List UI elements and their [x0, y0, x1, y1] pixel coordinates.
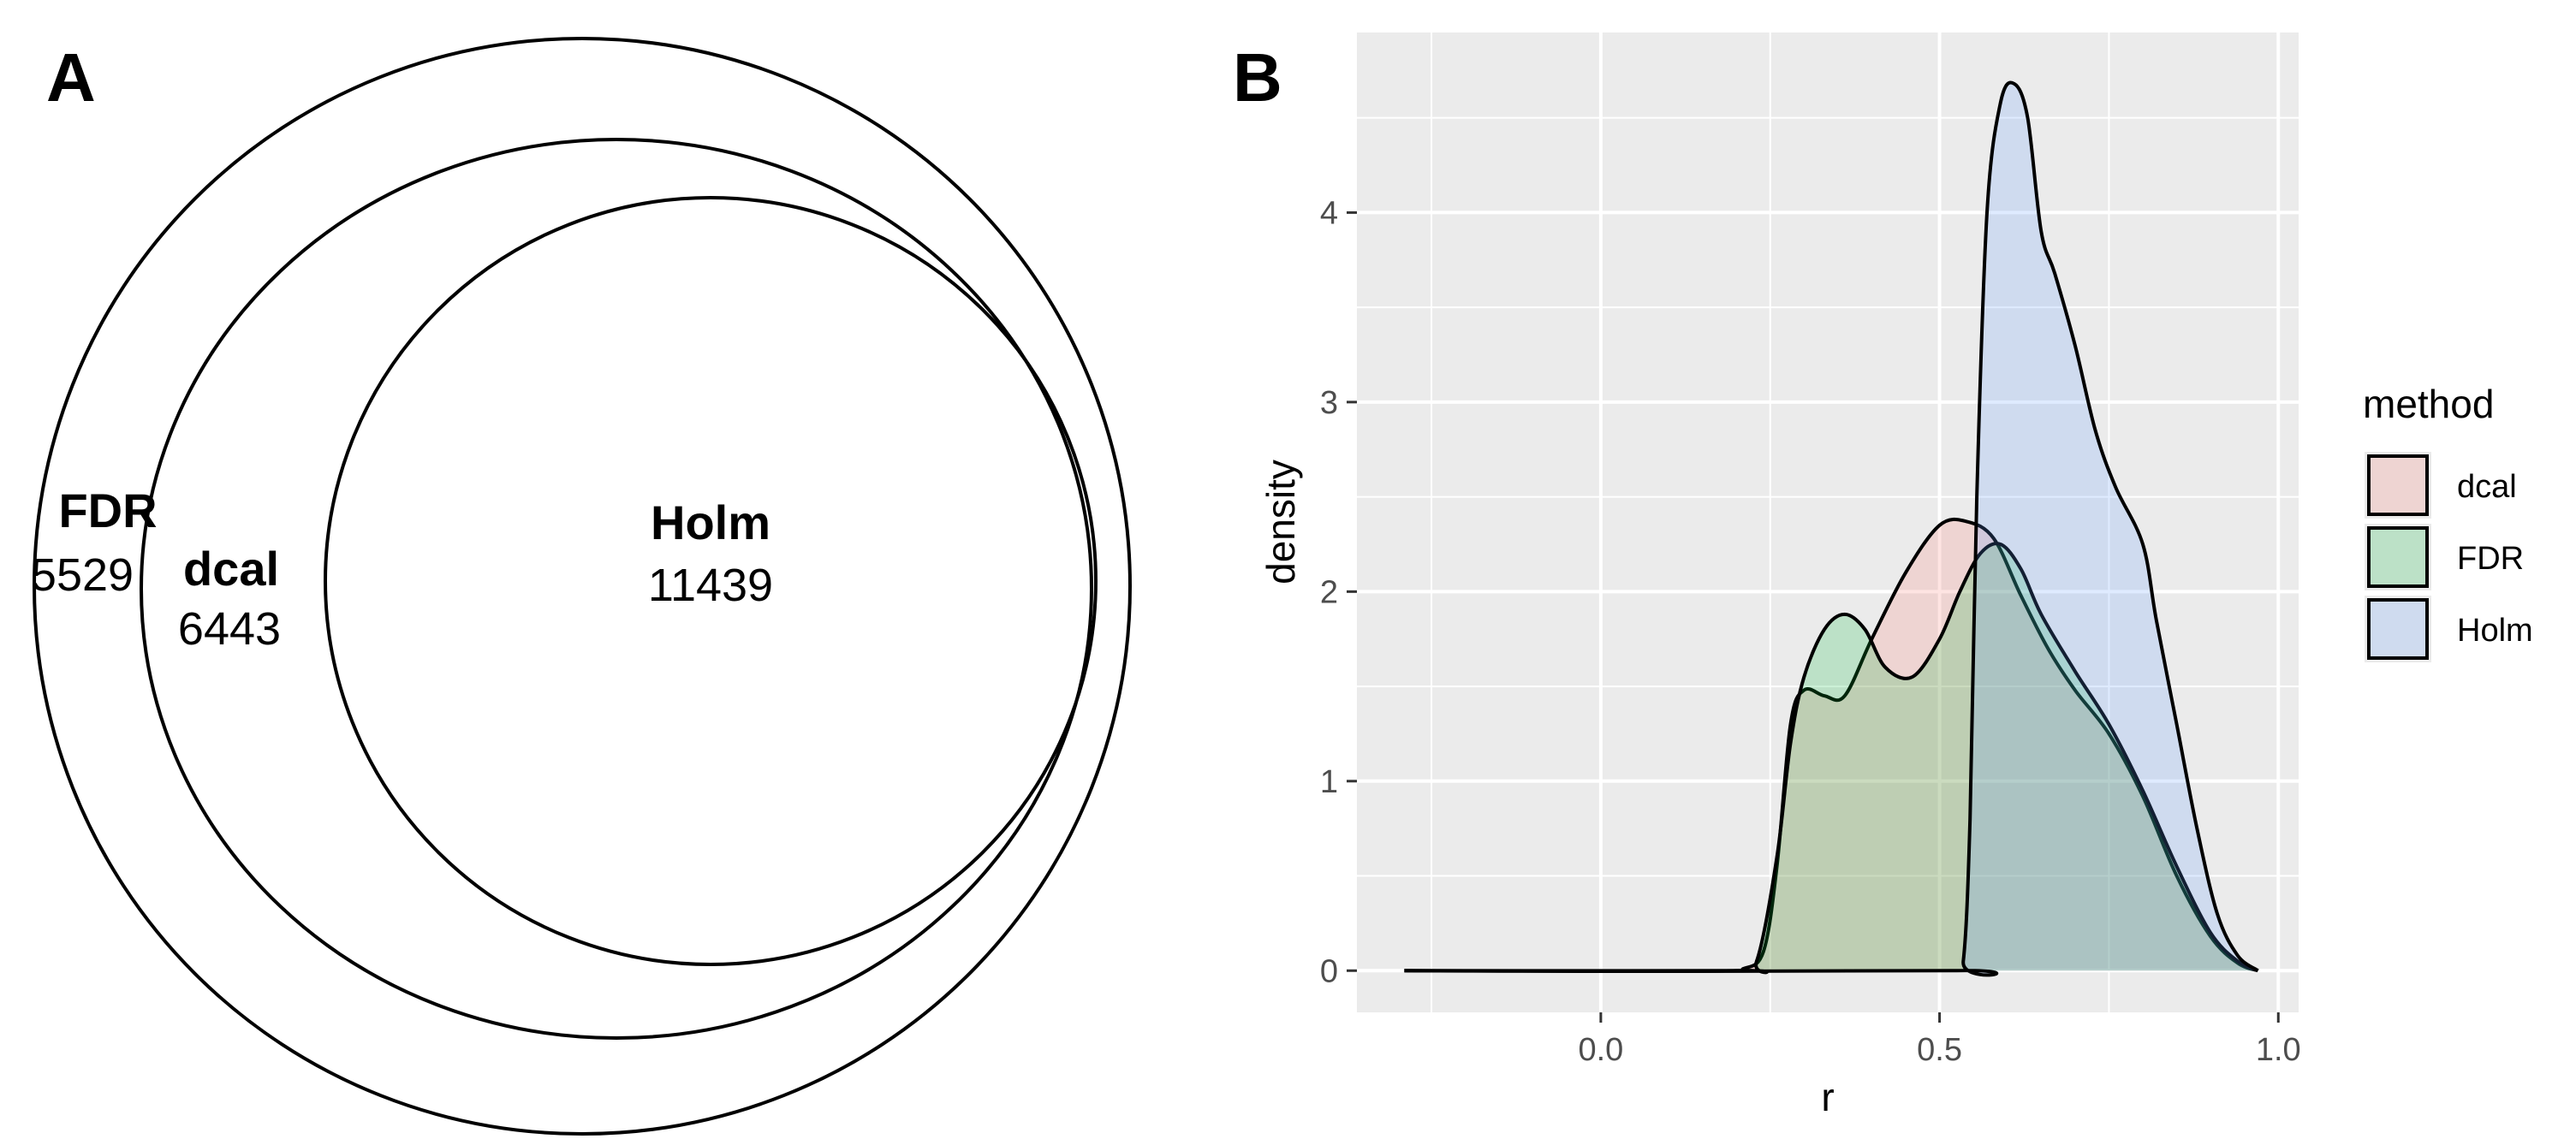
x-tick-label: 0.5: [1917, 1032, 1962, 1068]
legend-items: dcal FDR Holm: [2365, 452, 2533, 662]
venn-label-fdr: FDR: [58, 483, 157, 537]
density-area-dcal: [1404, 519, 2258, 971]
panel-b-label: B: [1233, 39, 1282, 116]
density-line-dcal: [1404, 517, 2259, 973]
x-axis-title: r: [1821, 1075, 1834, 1119]
venn-count-holm: 11439: [648, 560, 773, 611]
density-panel: B 0.0 0.5 1.0 0 1 2 3 4 r density method dcal FD…: [1233, 33, 2533, 1119]
legend-swatch-holm: [2367, 598, 2429, 660]
x-tick-label: 1.0: [2256, 1032, 2301, 1068]
venn-label-dcal: dcal: [183, 542, 279, 596]
venn-count-fdr: 5529: [31, 549, 134, 601]
x-tick-label: 0.0: [1578, 1032, 1623, 1068]
density-line-holm: [1404, 80, 2259, 977]
y-tick-label: 2: [1320, 574, 1338, 610]
venn-circle-fdr: [33, 37, 1132, 1136]
venn-circle-holm: [324, 196, 1098, 966]
legend-title: method: [2363, 382, 2494, 426]
legend-swatch-fdr: [2367, 526, 2429, 588]
venn-label-holm: Holm: [651, 495, 770, 549]
y-tick-label: 3: [1320, 385, 1338, 421]
plot-background: [1357, 33, 2299, 1012]
axis-ticks: 0.0 0.5 1.0 0 1 2 3 4: [1320, 195, 2301, 1068]
legend-swatch-dcal: [2367, 454, 2429, 516]
panel-a-label: A: [46, 39, 96, 116]
legend-label-fdr: FDR: [2457, 541, 2524, 577]
legend: method dcal FDR Holm: [2363, 382, 2533, 662]
y-tick-label: 4: [1320, 195, 1338, 231]
venn-count-dcal: 6443: [178, 603, 281, 655]
y-tick-label: 0: [1320, 953, 1338, 989]
legend-key-bg: [2365, 452, 2431, 519]
y-axis-title: density: [1258, 460, 1303, 584]
legend-key-bg: [2365, 524, 2431, 590]
legend-label-dcal: dcal: [2457, 469, 2517, 505]
venn-circle-dcal: [140, 138, 1093, 1040]
density-area-fdr: [1404, 543, 2258, 973]
y-tick-label: 1: [1320, 764, 1338, 800]
density-area-holm: [1404, 82, 2258, 976]
grid-lines: [1357, 33, 2299, 1012]
density-areas: [1404, 80, 2259, 977]
density-line-fdr: [1404, 542, 2259, 975]
legend-key-bg: [2365, 596, 2431, 662]
venn-panel: A FDR 5529 dcal 6443 Holm 11439: [31, 37, 1132, 1136]
legend-label-holm: Holm: [2457, 613, 2533, 649]
